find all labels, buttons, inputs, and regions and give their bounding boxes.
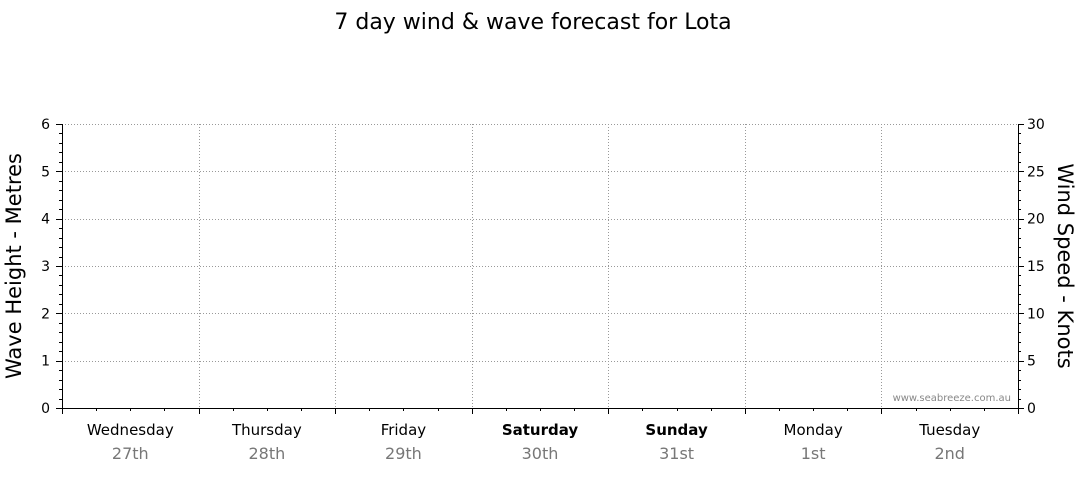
day-date-label: 28th [248,444,285,463]
right-tick-label: 25 [1027,164,1045,180]
day-date-label: 29th [385,444,422,463]
right-tick-label: 10 [1027,306,1045,322]
grid-layer [62,124,1018,408]
day-date-label: 1st [801,444,826,463]
day-name-label: Thursday [231,421,302,439]
day-name-label: Monday [784,421,843,439]
watermark-text: www.seabreeze.com.au [893,393,1011,404]
tick-label-layer: 0 1 2 3 4 5 6 0 5 10 15 20 25 30 [41,117,1045,417]
right-axis-title: Wind Speed - Knots [1053,163,1077,368]
right-tick-label: 0 [1027,401,1036,417]
day-name-label: Wednesday [87,421,174,439]
day-name-label: Sunday [645,421,708,439]
left-tick-label: 4 [41,212,50,228]
right-tick-label: 15 [1027,259,1045,275]
label-layer: 7 day wind & wave forecast for Lota Wave… [2,10,1077,404]
chart-title: 7 day wind & wave forecast for Lota [334,10,731,35]
left-axis-title: Wave Height - Metres [2,153,26,379]
right-tick-label: 20 [1027,212,1045,228]
left-tick-label: 0 [41,401,50,417]
day-name-label: Saturday [502,421,579,439]
day-date-label: 31st [659,444,694,463]
day-label-layer: Wednesday 27th Thursday 28th Friday 29th Satur… [87,421,980,463]
day-date-label: 30th [522,444,559,463]
left-tick-label: 3 [41,259,50,275]
right-tick-label: 30 [1027,117,1045,133]
right-tick-label: 5 [1027,354,1036,370]
left-tick-label: 2 [41,306,50,322]
day-date-label: 2nd [934,444,964,463]
left-tick-label: 1 [41,354,50,370]
left-tick-label: 5 [41,164,50,180]
day-name-label: Friday [381,421,427,439]
left-tick-label: 6 [41,117,50,133]
axis-layer [56,124,1024,414]
day-name-label: Tuesday [918,421,980,439]
day-date-label: 27th [112,444,149,463]
